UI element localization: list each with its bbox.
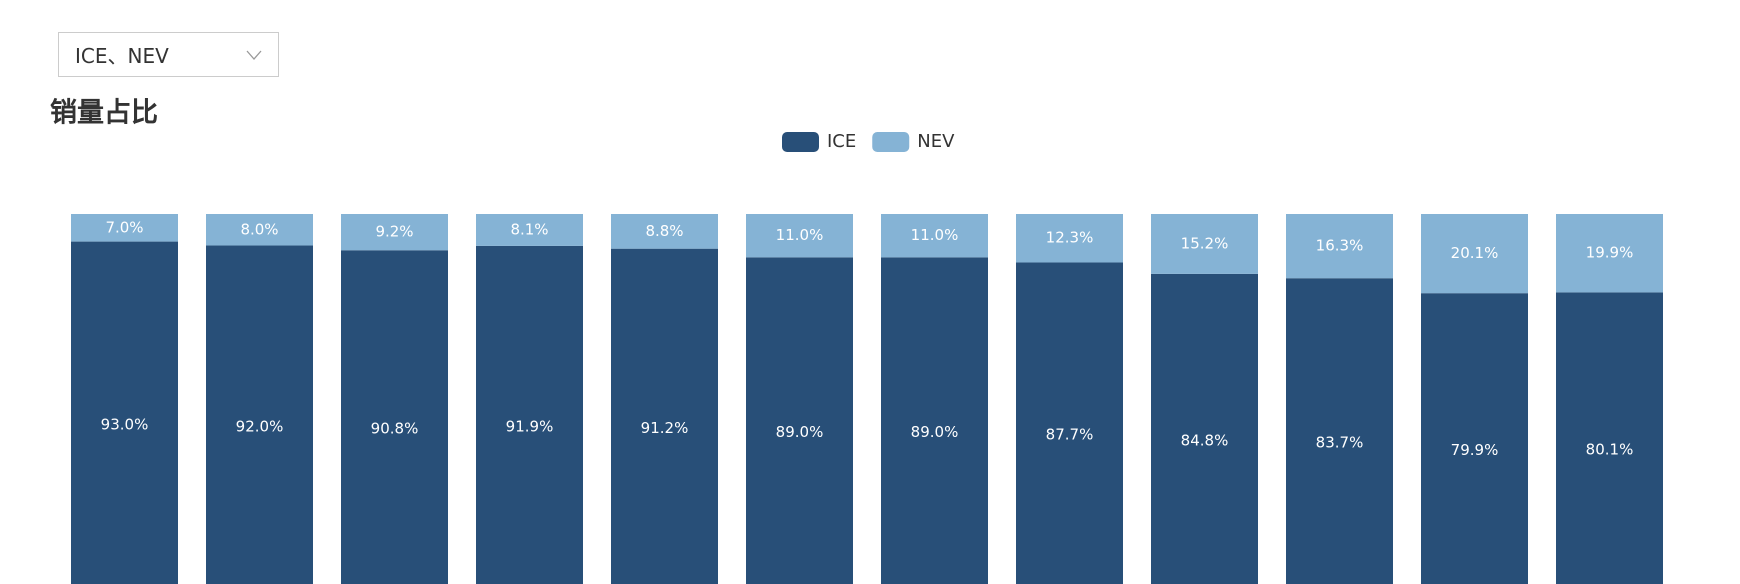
dropdown-value: ICE、NEV bbox=[75, 44, 169, 68]
data-label: 79.9% bbox=[1451, 441, 1499, 459]
bar-segment bbox=[71, 214, 178, 242]
bar-segment bbox=[881, 257, 988, 584]
bar-segment bbox=[1556, 214, 1663, 293]
bar-segment bbox=[1421, 293, 1528, 584]
data-label: 8.1% bbox=[510, 220, 548, 238]
data-label: 20.1% bbox=[1451, 244, 1499, 262]
bar-segment bbox=[341, 250, 448, 584]
bar-segment bbox=[746, 257, 853, 584]
bar-segment bbox=[206, 214, 313, 246]
data-label: 7.0% bbox=[105, 218, 143, 236]
bar-segment bbox=[746, 214, 853, 258]
dropdown-arrow bbox=[246, 50, 262, 60]
data-label: 92.0% bbox=[236, 417, 284, 435]
data-label: 83.7% bbox=[1316, 434, 1364, 452]
bar-segment bbox=[1286, 278, 1393, 584]
data-label: 15.2% bbox=[1181, 234, 1229, 252]
legend-label: ICE bbox=[827, 131, 856, 152]
bar-segment bbox=[1151, 214, 1258, 274]
bar-segment bbox=[206, 245, 313, 584]
bar-segment bbox=[611, 248, 718, 584]
legend-label: NEV bbox=[917, 131, 955, 152]
data-label: 84.8% bbox=[1181, 431, 1229, 449]
bar-segment bbox=[341, 214, 448, 251]
data-label: 12.3% bbox=[1046, 229, 1094, 247]
bar-segment bbox=[1556, 292, 1663, 584]
data-label: 91.2% bbox=[641, 419, 689, 437]
data-label: 93.0% bbox=[101, 415, 149, 433]
dropdown[interactable]: ICE、NEV bbox=[58, 32, 279, 77]
data-label: 87.7% bbox=[1046, 426, 1094, 444]
data-label: 19.9% bbox=[1586, 244, 1634, 262]
data-label: 16.3% bbox=[1316, 237, 1364, 255]
bar-segment bbox=[881, 214, 988, 258]
data-label: 89.0% bbox=[911, 423, 959, 441]
bar-segment bbox=[476, 214, 583, 246]
legend-swatch bbox=[782, 132, 819, 152]
data-label: 8.0% bbox=[240, 220, 278, 238]
bar-segment bbox=[1151, 273, 1258, 584]
data-label: 9.2% bbox=[375, 223, 413, 241]
data-label: 91.9% bbox=[506, 417, 554, 435]
bar-segment bbox=[611, 214, 718, 249]
bar-segment bbox=[1421, 214, 1528, 294]
data-label: 90.8% bbox=[371, 420, 419, 438]
bar-segment bbox=[1286, 214, 1393, 279]
data-label: 80.1% bbox=[1586, 441, 1634, 459]
legend-swatch bbox=[872, 132, 910, 152]
data-label: 89.0% bbox=[776, 423, 824, 441]
chart-title: 销量占比 bbox=[50, 98, 158, 129]
data-label: 11.0% bbox=[776, 226, 824, 244]
bar-segment bbox=[476, 245, 583, 584]
bar-segment bbox=[1016, 214, 1123, 263]
data-label: 8.8% bbox=[645, 222, 683, 240]
bar-segment bbox=[1016, 262, 1123, 584]
data-label: 11.0% bbox=[911, 226, 959, 244]
bar-segment bbox=[71, 241, 178, 584]
